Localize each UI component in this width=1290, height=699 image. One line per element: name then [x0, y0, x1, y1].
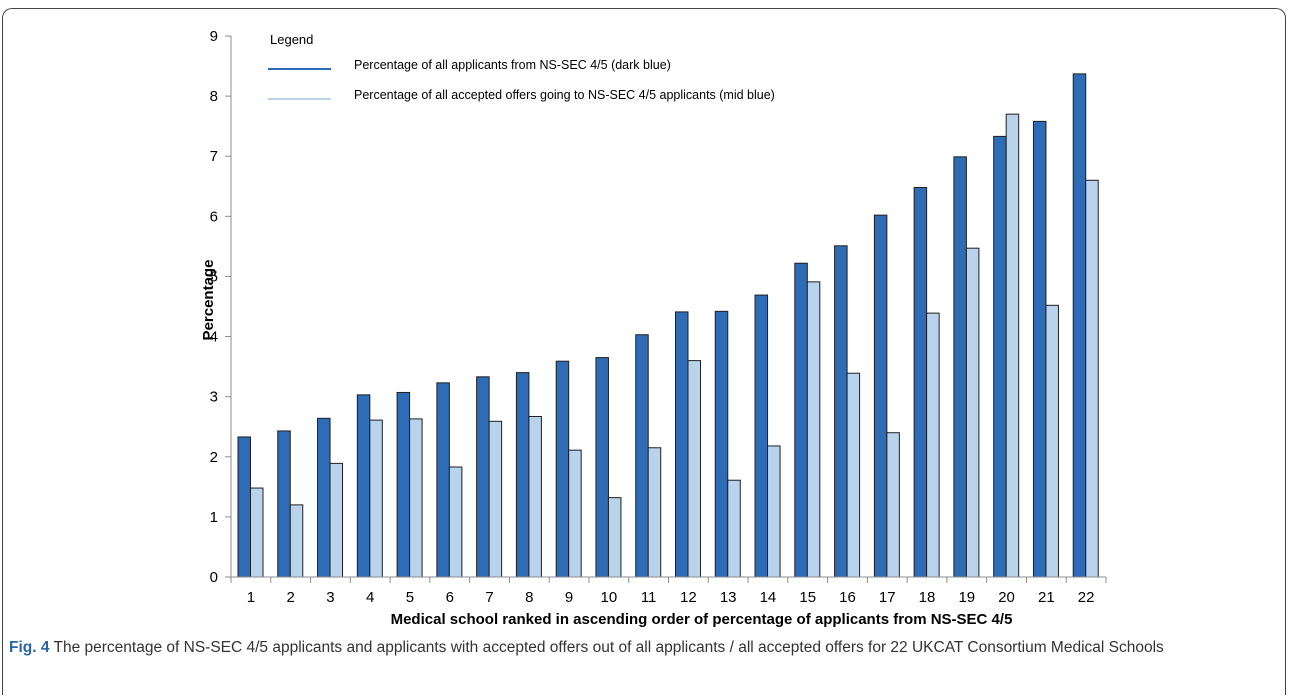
bar-s2-17: [886, 432, 900, 578]
bar-s2-15: [806, 281, 821, 578]
bar-s2-11: [647, 447, 662, 578]
x-tick-label: 11: [641, 589, 657, 606]
x-tick-label: 17: [879, 589, 896, 606]
bar-s2-9: [568, 449, 582, 578]
bar-s1-7: [476, 376, 490, 578]
bar-s1-9: [555, 360, 570, 578]
y-tick-label: 5: [210, 268, 218, 285]
x-tick-label: 13: [720, 589, 737, 606]
bar-s1-21: [1032, 120, 1047, 578]
figure-caption-text: The percentage of NS-SEC 4/5 applicants …: [49, 639, 1164, 656]
bar-s1-18: [913, 186, 928, 578]
bar-s2-19: [965, 247, 980, 578]
x-tick-label: 9: [565, 589, 573, 606]
y-tick-label: 6: [210, 208, 218, 225]
x-tick-label: 19: [958, 589, 975, 606]
bar-s2-13: [727, 479, 741, 578]
bar-s2-8: [528, 416, 542, 578]
bar-s2-18: [926, 312, 940, 578]
bar-s2-3: [329, 462, 344, 578]
x-tick-label: 8: [525, 589, 533, 606]
bar-s1-19: [953, 156, 967, 578]
bar-s2-20: [1005, 113, 1020, 578]
bar-s2-7: [488, 420, 503, 578]
bar-s1-22: [1072, 73, 1087, 578]
x-tick-label: 4: [366, 589, 374, 606]
x-axis-title: Medical school ranked in ascending order…: [391, 611, 1013, 628]
bar-s1-5: [396, 391, 411, 578]
y-tick-label: 1: [210, 509, 218, 526]
bar-s1-12: [675, 311, 689, 578]
bar-s2-12: [687, 360, 701, 578]
bar-s2-2: [289, 504, 304, 578]
bar-s1-13: [714, 310, 729, 578]
y-tick-label: 2: [210, 449, 218, 466]
bar-s2-4: [369, 419, 383, 578]
x-tick-label: 10: [600, 589, 617, 606]
bar-s2-5: [409, 418, 423, 578]
x-tick-label: 6: [446, 589, 454, 606]
y-axis-title: Percentage: [200, 260, 217, 341]
bar-s1-16: [834, 245, 848, 578]
bar-s1-20: [993, 135, 1007, 578]
x-tick-label: 1: [247, 589, 255, 606]
bar-s2-22: [1085, 179, 1099, 578]
x-tick-label: 21: [1038, 589, 1055, 606]
x-tick-label: 12: [680, 589, 697, 606]
bar-s1-4: [356, 394, 371, 578]
bar-s2-14: [767, 445, 781, 578]
bar-s2-21: [1045, 304, 1059, 578]
bar-s1-14: [754, 294, 769, 578]
x-tick-label: 3: [326, 589, 334, 606]
x-tick-label: 15: [799, 589, 816, 606]
y-tick-label: 7: [210, 148, 218, 165]
bar-s1-8: [515, 372, 530, 578]
y-tick-label: 9: [210, 28, 218, 45]
figure-caption: Fig. 4 The percentage of NS-SEC 4/5 appl…: [9, 636, 1279, 659]
x-tick-label: 14: [760, 589, 777, 606]
bar-s2-1: [250, 487, 264, 578]
x-tick-label: 20: [998, 589, 1015, 606]
legend-label-2: Percentage of all accepted offers going …: [354, 88, 775, 102]
bar-s2-16: [846, 372, 861, 578]
bar-s2-6: [448, 466, 463, 578]
bar-s1-11: [635, 334, 649, 578]
x-tick-label: 5: [406, 589, 414, 606]
bar-s1-3: [317, 417, 331, 578]
x-tick-label: 7: [485, 589, 493, 606]
bar-s1-1: [237, 436, 251, 578]
bar-s1-2: [277, 430, 291, 578]
x-tick-label: 16: [839, 589, 856, 606]
legend-label-1: Percentage of all applicants from NS-SEC…: [354, 58, 671, 72]
x-tick-label: 18: [919, 589, 936, 606]
bar-s1-10: [595, 357, 609, 578]
y-tick-label: 8: [210, 88, 218, 105]
bar-s1-6: [436, 382, 450, 578]
legend-title: Legend: [270, 32, 313, 47]
bar-s2-10: [607, 497, 622, 578]
y-tick-label: 0: [210, 569, 218, 586]
y-tick-label: 4: [210, 329, 218, 346]
figure-caption-label: Fig. 4: [9, 639, 50, 656]
x-tick-label: 22: [1078, 589, 1095, 606]
x-tick-label: 2: [286, 589, 294, 606]
y-tick-label: 3: [210, 389, 218, 406]
bar-s1-15: [794, 262, 808, 578]
figure-frame: [2, 8, 1286, 695]
bar-s1-17: [873, 214, 888, 578]
